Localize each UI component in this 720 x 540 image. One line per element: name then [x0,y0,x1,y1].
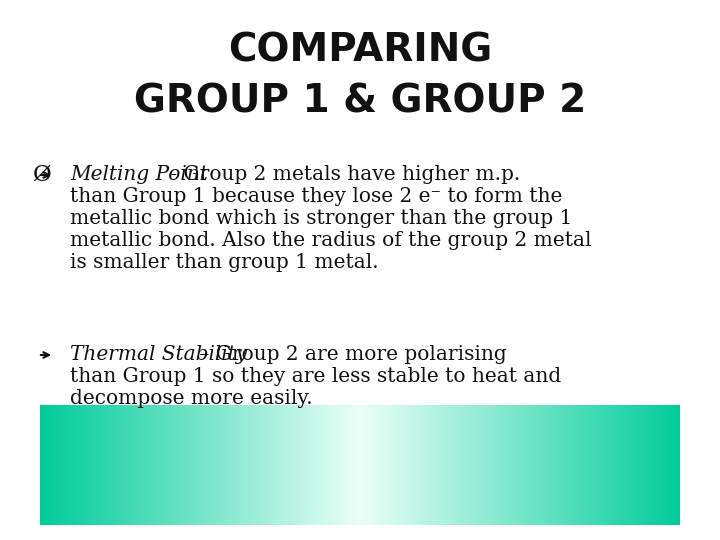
Text: is smaller than group 1 metal.: is smaller than group 1 metal. [70,253,379,273]
Text: metallic bond. Also the radius of the group 2 metal: metallic bond. Also the radius of the gr… [70,232,592,251]
Text: than Group 1 because they lose 2 e⁻ to form the: than Group 1 because they lose 2 e⁻ to f… [70,187,562,206]
Text: metallic bond which is stronger than the group 1: metallic bond which is stronger than the… [70,210,572,228]
Text: – Group 2 are more polarising: – Group 2 are more polarising [193,346,507,365]
Text: Ø: Ø [32,164,51,186]
Text: than Group 1 so they are less stable to heat and: than Group 1 so they are less stable to … [70,368,562,387]
Text: decompose more easily.: decompose more easily. [70,389,312,408]
Text: Melting Point: Melting Point [70,165,208,185]
Text: COMPARING: COMPARING [228,32,492,70]
Text: GROUP 1 & GROUP 2: GROUP 1 & GROUP 2 [134,83,586,120]
Text: Thermal Stability: Thermal Stability [70,346,247,365]
Text: - Group 2 metals have higher m.p.: - Group 2 metals have higher m.p. [164,165,521,185]
